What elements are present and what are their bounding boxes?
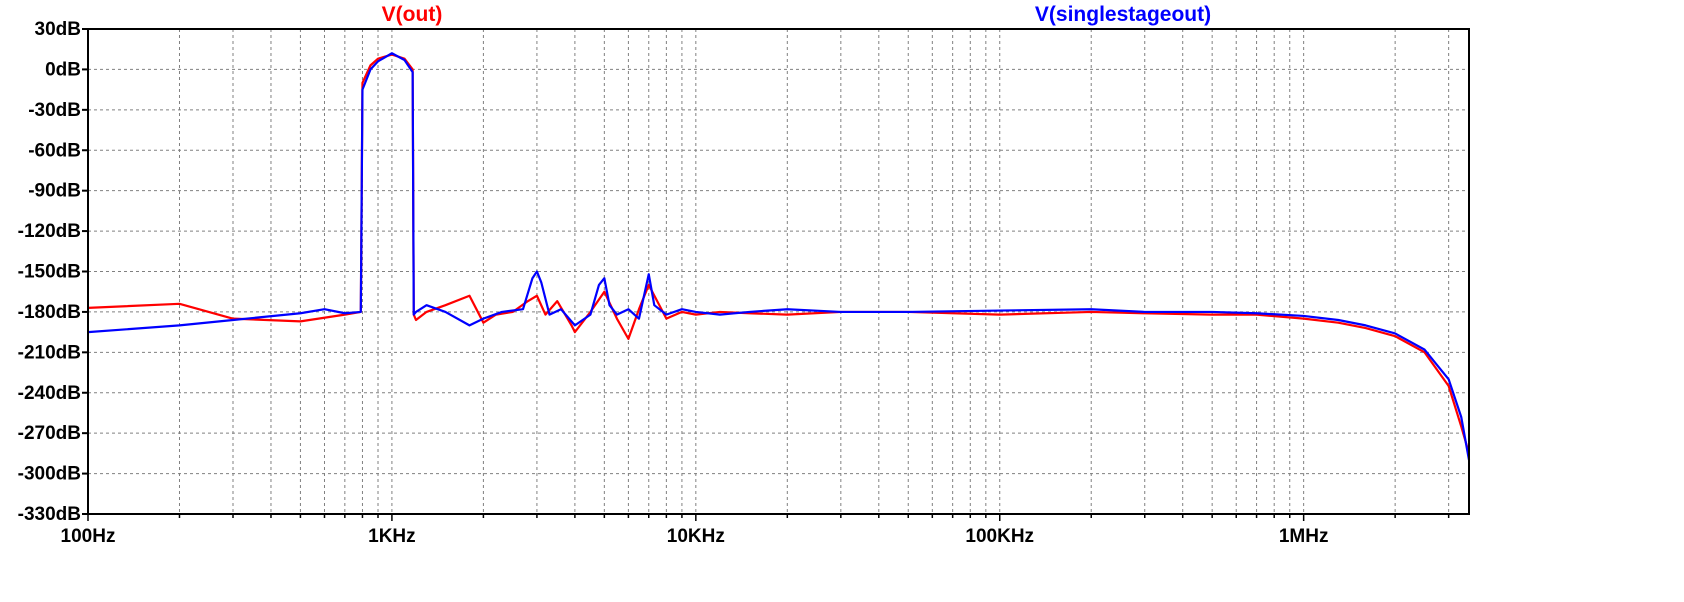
x-tick-label: 1MHz (1279, 526, 1329, 547)
x-tick-label: 10KHz (667, 526, 725, 547)
y-tick-label: -210dB (18, 342, 81, 363)
x-tick-label: 100Hz (61, 526, 116, 547)
y-tick-label: 30dB (35, 19, 81, 40)
y-tick-label: -120dB (18, 221, 81, 242)
axis-ticks: 30dB 0dB -30dB -60dB -90dB -120dB -150dB -180dB… (18, 19, 1450, 547)
grid-lines (88, 29, 1469, 514)
y-tick-label: 0dB (45, 59, 81, 80)
y-tick-label: -180dB (18, 302, 81, 323)
legend: V(out) V(singlestageout) (382, 3, 1211, 26)
y-tick-label: -270dB (18, 423, 81, 444)
y-tick-label: -240dB (18, 383, 81, 404)
legend-label-0: V(out) (382, 3, 443, 26)
y-tick-label: -150dB (18, 262, 81, 283)
y-tick-label: -330dB (18, 504, 81, 525)
series-layer (87, 52, 1471, 461)
y-tick-label: -30dB (28, 100, 81, 121)
x-tick-label: 100KHz (965, 526, 1034, 547)
x-tick-label: 1KHz (368, 526, 416, 547)
y-tick-label: -90dB (28, 181, 81, 202)
y-tick-label: -60dB (28, 140, 81, 161)
series-line-1 (87, 52, 1471, 461)
legend-label-1: V(singlestageout) (1035, 3, 1211, 26)
y-tick-label: -300dB (18, 464, 81, 485)
